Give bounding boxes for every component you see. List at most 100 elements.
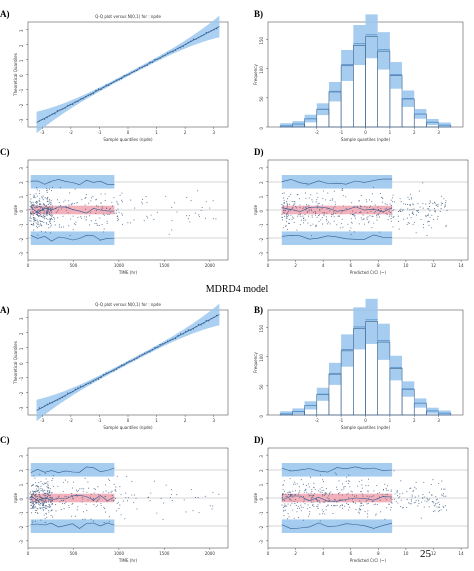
qq-point (79, 385, 82, 387)
y-tick-label: 1 (19, 195, 24, 198)
y-tick-label: -2 (259, 237, 264, 241)
npde-point (330, 491, 332, 493)
y-tick-label: 100 (259, 354, 264, 362)
x-tick-label: 6 (349, 263, 352, 268)
npde-point (403, 203, 405, 205)
x-axis-label: Sample quantiles (npde) (341, 425, 391, 430)
npde-point (380, 207, 382, 210)
npde-point (317, 196, 319, 198)
npde-point (200, 209, 202, 212)
npde-point (397, 211, 400, 213)
npde-point (283, 209, 285, 211)
y-tick-label: 2 (259, 469, 264, 472)
npde-point (386, 485, 389, 487)
npde-point (321, 208, 323, 210)
npde-point (286, 203, 289, 205)
npde-point (369, 206, 371, 208)
x-tick-label: 1 (389, 130, 392, 135)
npde-point (408, 198, 410, 200)
npde-point (45, 217, 47, 220)
npde-point (60, 208, 63, 210)
qq-point (74, 388, 76, 390)
npde-point (346, 476, 348, 478)
npde-point (380, 511, 382, 513)
qq-point (72, 103, 74, 106)
npde-point (64, 479, 66, 481)
npde-point (347, 482, 349, 485)
npde-point (43, 514, 45, 516)
npde-point (49, 221, 51, 223)
x-axis-label: Sample quantiles (npde) (341, 137, 391, 142)
qq-point (210, 30, 213, 32)
npde-point (38, 210, 40, 212)
npde-point (74, 188, 76, 190)
npde-point (326, 218, 328, 220)
npde-point (358, 223, 360, 225)
qq-point (198, 36, 200, 39)
npde-point (413, 502, 415, 504)
npde-point (428, 506, 430, 508)
npde-point (44, 522, 46, 524)
x-axis-label: Sample quantiles (npde) (103, 137, 153, 142)
npde-point (36, 189, 38, 191)
y-tick-label: 0 (259, 126, 264, 129)
qq-point (187, 329, 189, 331)
npde-point (389, 203, 391, 205)
npde-point (36, 496, 38, 498)
npde-point (422, 494, 424, 496)
npde-point (318, 214, 321, 216)
npde-point (36, 214, 38, 216)
npde-point (32, 494, 34, 496)
npde-point (288, 203, 290, 205)
npde-point (372, 186, 374, 188)
npde-point (430, 483, 432, 486)
npde-point (298, 507, 301, 509)
npde-point (38, 488, 40, 490)
npde-point (325, 500, 327, 502)
npde-point (286, 214, 288, 216)
npde-point (430, 201, 432, 203)
x-tick-label: 14 (459, 551, 465, 556)
npde-point (321, 223, 324, 225)
npde-point (380, 196, 382, 198)
npde-point (310, 224, 312, 226)
npde-point (375, 513, 377, 515)
npde-point (388, 215, 390, 217)
npde-point (62, 215, 64, 217)
npde-point (288, 218, 290, 221)
npde-point (120, 494, 122, 496)
upper-pi-band (281, 463, 393, 477)
npde-point (109, 207, 111, 210)
npde-point (32, 505, 34, 507)
npde-point (391, 215, 393, 217)
npde-point (350, 227, 352, 229)
npde-point (348, 480, 350, 482)
npde-point (399, 493, 401, 495)
observed-percentile-line (281, 234, 393, 240)
npde-point (439, 503, 441, 506)
npde-point (111, 494, 113, 497)
npde-point (32, 484, 34, 486)
npde-point (306, 212, 308, 214)
npde-point (297, 505, 299, 507)
npde-point (294, 503, 296, 505)
npde-point (71, 492, 73, 495)
npde-point (287, 228, 289, 230)
npde-point (411, 496, 413, 498)
npde-point (32, 203, 34, 205)
npde-point (46, 507, 48, 510)
npde-point (351, 222, 353, 224)
npde-point (49, 496, 51, 498)
npde-point (104, 193, 106, 195)
npde-point (118, 211, 120, 213)
qq-point (190, 329, 192, 331)
npde-point (325, 488, 327, 490)
npde-point (289, 494, 291, 496)
npde-point (370, 210, 372, 212)
npde-point (47, 483, 49, 485)
npde-point (76, 491, 78, 493)
qq-point (190, 40, 192, 42)
npde-point (38, 212, 41, 214)
npde-point (32, 222, 35, 225)
qq-point (67, 104, 69, 107)
